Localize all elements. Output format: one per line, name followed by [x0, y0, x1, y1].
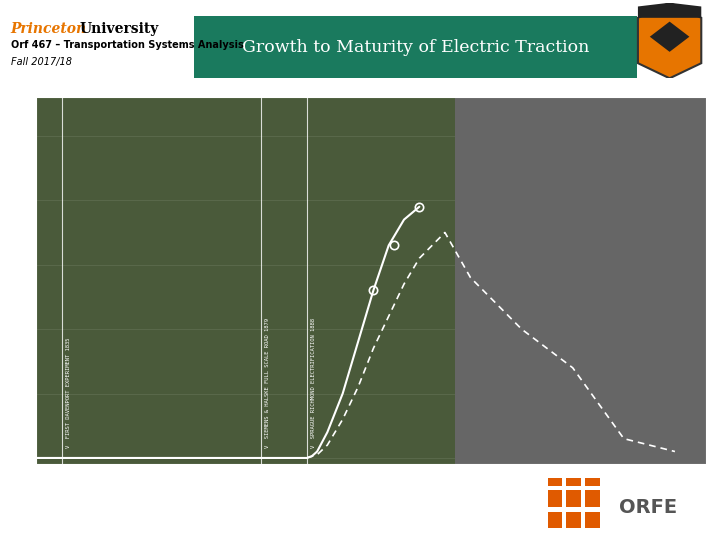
- Bar: [547, 469, 562, 485]
- Polygon shape: [638, 3, 701, 78]
- Text: University: University: [79, 22, 158, 36]
- Text: Princeton: Princeton: [11, 22, 87, 36]
- Text: V  SIEMENS & HALSKE FULL SCALE ROAD 1879: V SIEMENS & HALSKE FULL SCALE ROAD 1879: [265, 318, 270, 448]
- Text: Growth to Maturity of Electric Traction: Growth to Maturity of Electric Traction: [242, 39, 590, 56]
- Bar: [455, 97, 706, 464]
- Polygon shape: [649, 22, 690, 52]
- Text: Fall 2017/18: Fall 2017/18: [11, 57, 72, 67]
- Bar: [547, 512, 562, 528]
- Bar: [547, 490, 562, 507]
- Text: ORFE: ORFE: [619, 498, 678, 517]
- Text: V  SPRAGUE RICHMOND ELECTRIFICATION 1888: V SPRAGUE RICHMOND ELECTRIFICATION 1888: [311, 318, 316, 448]
- X-axis label: YEAR: YEAR: [359, 487, 383, 497]
- Bar: [567, 469, 581, 485]
- Text: Orf 467 – Transportation Systems Analysis: Orf 467 – Transportation Systems Analysi…: [11, 40, 243, 51]
- Y-axis label: MILES OF SINGLE TRACK IN 10³: MILES OF SINGLE TRACK IN 10³: [3, 216, 12, 346]
- Bar: [567, 512, 581, 528]
- Text: V  FIRST DAVENPORT EXPERIMENT 1835: V FIRST DAVENPORT EXPERIMENT 1835: [66, 338, 71, 448]
- Title: ELECTRIC RAILWAYS TRACKAGE  1888-PRESENT: ELECTRIC RAILWAYS TRACKAGE 1888-PRESENT: [236, 82, 505, 92]
- Bar: [585, 512, 600, 528]
- Bar: [585, 490, 600, 507]
- Bar: [567, 490, 581, 507]
- Polygon shape: [638, 3, 701, 18]
- Bar: [585, 469, 600, 485]
